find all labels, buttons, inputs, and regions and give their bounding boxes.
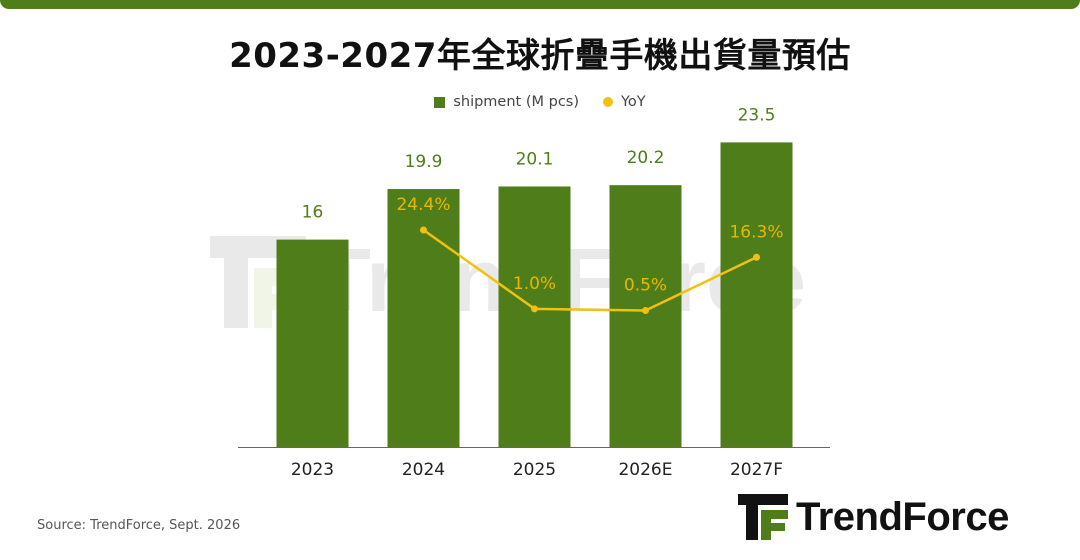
source-note: Source: TrendForce, Sept. 2026	[37, 518, 241, 533]
chart-legend: shipment (M pcs) YoY	[0, 94, 1080, 110]
yoy-value-label-2026E: 0.5%	[624, 276, 667, 296]
bar-value-label-2024: 19.9	[405, 152, 443, 172]
legend-label-shipment: shipment (M pcs)	[453, 94, 579, 110]
yoy-point-2025	[531, 305, 538, 313]
trendforce-logo: TrendForce	[738, 494, 1009, 540]
legend-item-shipment: shipment (M pcs)	[434, 94, 579, 110]
yoy-point-2024	[420, 226, 427, 234]
legend-label-yoy: YoY	[621, 94, 646, 110]
top-accent-strip	[0, 0, 1080, 9]
chart-title: 2023-2027年全球折疊手機出貨量預估	[229, 36, 851, 76]
bar-value-label-2027F: 23.5	[738, 105, 776, 125]
x-tick-label-2024: 2024	[402, 460, 445, 480]
bar-value-label-2025: 20.1	[516, 149, 554, 169]
legend-item-yoy: YoY	[603, 94, 646, 110]
bar-2023	[276, 239, 349, 447]
yoy-point-2026E	[642, 307, 649, 315]
bar-2026E	[609, 185, 682, 447]
yoy-value-label-2027F: 16.3%	[729, 222, 783, 242]
legend-dot-swatch-icon	[603, 97, 613, 107]
yoy-value-label-2025: 1.0%	[513, 274, 556, 294]
bar-2027F	[720, 142, 793, 447]
bar-2025	[498, 186, 571, 447]
x-tick-label-2025: 2025	[513, 460, 556, 480]
bar-value-label-2023: 16	[302, 203, 324, 223]
yoy-point-2027F	[753, 253, 760, 261]
bar-value-label-2026E: 20.2	[627, 148, 665, 168]
trendforce-logo-mark-icon	[738, 494, 788, 540]
trendforce-logo-text: TrendForce	[796, 494, 1009, 539]
x-tick-label-2027F: 2027F	[730, 460, 783, 480]
x-tick-label-2026E: 2026E	[618, 460, 672, 480]
yoy-value-label-2024: 24.4%	[396, 195, 450, 215]
yoy-line	[422, 228, 758, 312]
legend-bar-swatch-icon	[434, 96, 446, 108]
x-tick-label-2023: 2023	[291, 460, 334, 480]
